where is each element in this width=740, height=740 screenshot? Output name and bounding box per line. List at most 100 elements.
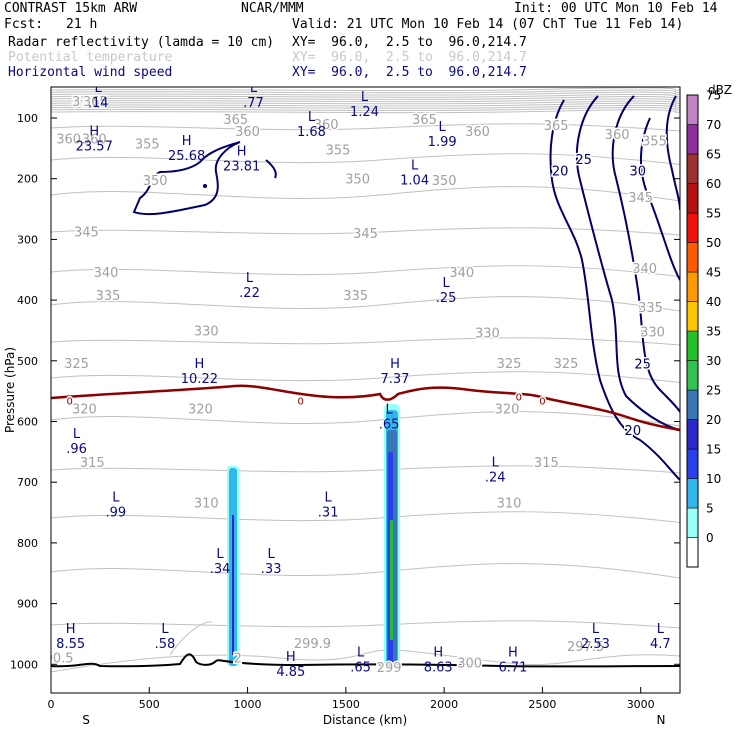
extremum-value: 25.68 [168,149,205,164]
zero-isotherm [51,384,680,432]
extremum-value: .65 [379,418,400,433]
extremum-value: .34 [210,562,231,577]
colorbar-unit: dBZ [708,83,732,97]
theta-label: 345 [353,227,378,242]
extremum-value: .65 [350,660,371,675]
terrain [51,653,680,668]
x-tick-label: 2000 [430,698,458,711]
extremum-marker: L [250,81,258,96]
theta-line [51,89,680,94]
extremum-marker: H [195,357,205,372]
radar-column-1-core [232,515,234,655]
wind-label: 25 [575,153,592,168]
theta-line [51,265,680,277]
wind-label: 20 [552,165,569,180]
theta-label: 2 [234,651,242,666]
extremum-value: .14 [88,96,109,111]
theta-line [169,621,213,656]
colorbar-swatch [686,94,699,125]
theta-label: 320 [188,403,213,418]
extremum-value: .31 [318,506,339,521]
theta-label: 345 [628,191,653,206]
theta-label: 360 [465,125,490,140]
extremum-marker: L [439,120,447,135]
theta-label: 365 [223,113,248,128]
colorbar-tick-label: 5 [706,502,714,516]
theta-line [51,620,680,629]
colorbar-swatch [686,330,699,361]
extremum-marker: H [237,145,247,160]
theta-label: 310 [497,497,522,512]
theta-line [51,91,680,96]
theta-label: 340 [449,266,474,281]
x-tick-label: 0 [48,698,55,711]
extremum-value: .24 [485,470,506,485]
wind-label: 30 [629,165,646,180]
extremum-marker: L [112,491,120,506]
colorbar-tick-label: 65 [706,148,721,162]
theta-label: 330 [640,326,665,341]
field-xy-wind: XY= 96.0, 2.5 to 96.0,214.7 [292,65,527,80]
extremum-value: 4.85 [276,665,305,680]
wind-contours [132,95,680,481]
field-name-theta: Potential temperature [8,50,173,65]
terrain-line [51,653,680,668]
theta-label: 365 [83,95,108,110]
colorbar-tick-label: 10 [706,472,721,486]
colorbar-tick-label: 20 [706,413,721,427]
extremum-marker: L [325,491,333,506]
theta-label: 330 [194,324,219,339]
colorbar-swatch [686,242,699,273]
colorbar-swatch [686,389,699,420]
theta-line [51,109,680,114]
theta-label: 360 [605,128,630,143]
y-tick-label: 700 [17,476,38,489]
x-axis-left-end: S [82,713,90,727]
colorbar-swatch [686,271,699,302]
theta-line [51,107,680,111]
theta-label: 335 [343,289,368,304]
theta-label: 340 [632,262,657,277]
extremum-value: 8.55 [56,637,85,652]
wind-max-dot [203,184,207,188]
theta-line [51,87,680,92]
colorbar-swatch [686,448,699,479]
theta-label: 360 [314,118,339,133]
theta-label: 310 [194,497,219,512]
extremum-marker: L [442,276,450,291]
theta-line [51,296,680,312]
extremum-marker: H [286,650,296,665]
theta-label: 360 [235,125,260,140]
zero-label: 0 [297,396,303,407]
extremum-marker: L [95,81,103,96]
x-tick-label: 3000 [627,698,655,711]
theta-label: 365 [544,119,569,134]
extremum-value: 1.04 [400,173,429,188]
extremum-marker: H [182,134,192,149]
extremum-marker: H [433,645,443,660]
theta-line [51,123,680,132]
field-xy-theta: XY= 96.0, 2.5 to 96.0,214.7 [292,50,527,65]
colorbar-tick-label: 15 [706,443,721,457]
wind-label: 20 [625,424,642,439]
field-name-reflectivity: Radar reflectivity (lamda = 10 cm) [8,35,275,50]
wind-contour [640,117,680,281]
colorbar-tick-label: 55 [706,207,721,221]
init-time: Init: 00 UTC Mon 10 Feb 14 [514,1,718,16]
theta-label: 330 [475,327,500,342]
theta-label: 370 [72,95,97,110]
colorbar-tick-label: 45 [706,266,721,280]
theta-label: 340 [94,266,119,281]
extremum-value: 23.81 [223,160,260,175]
plot-frame [50,86,681,694]
org-label: NCAR/MMM [241,1,304,16]
y-tick-label: 600 [17,416,38,429]
wind-contour [132,141,241,216]
extremum-value: .77 [243,96,264,111]
theta-label: 325 [497,357,522,372]
theta-label: 320 [495,403,520,418]
colorbar-swatch [686,360,699,391]
colorbar-swatch [686,124,699,155]
x-axis-label: Distance (km) [323,713,407,727]
